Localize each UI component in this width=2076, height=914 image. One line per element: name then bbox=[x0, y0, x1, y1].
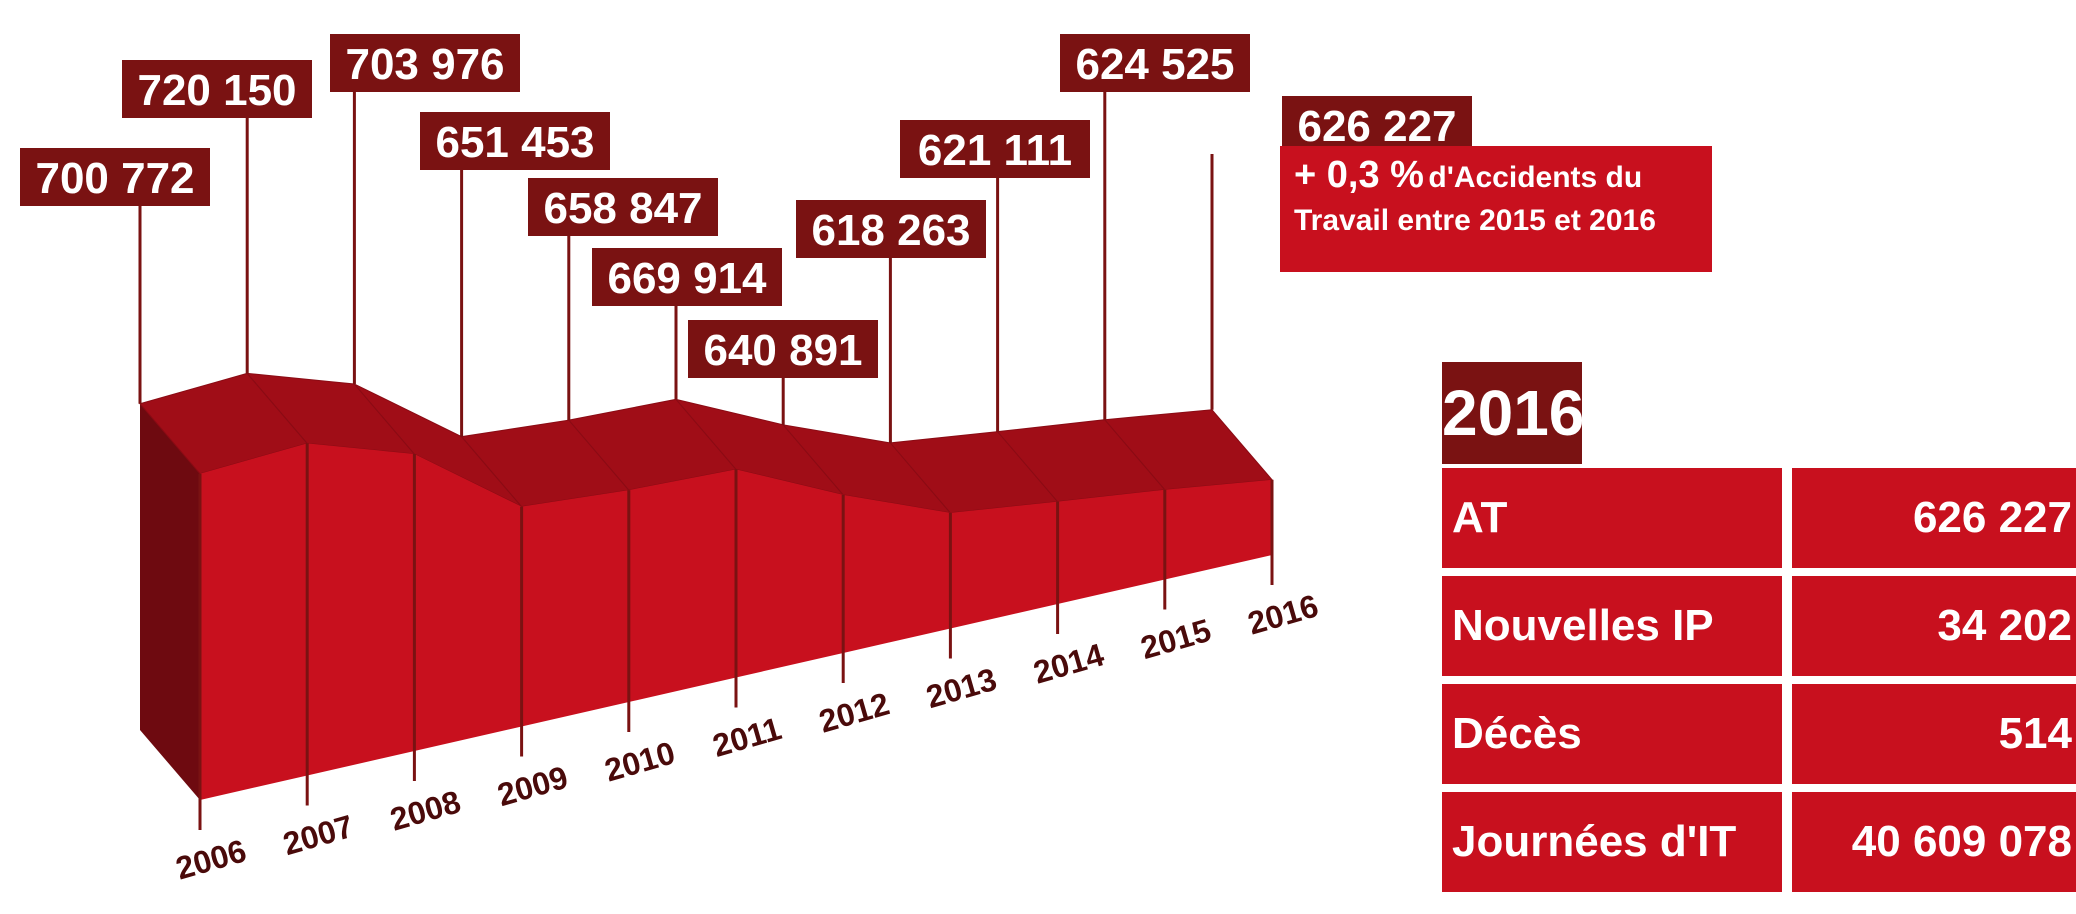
note-percent: + 0,3 % bbox=[1294, 154, 1424, 196]
label-stems bbox=[138, 92, 1214, 443]
value-label-box bbox=[420, 112, 610, 170]
stats-label: Nouvelles IP bbox=[1442, 576, 1782, 676]
x-tick-label: 2011 bbox=[709, 710, 786, 764]
area-top-segment bbox=[1103, 409, 1274, 491]
value-label-text: 621 111 bbox=[918, 126, 1072, 175]
note-text-line1: d'Accidents du bbox=[1428, 161, 1643, 194]
value-label-text: 669 914 bbox=[607, 254, 767, 303]
x-tick-label: 2010 bbox=[601, 734, 679, 788]
value-label: 658 847 bbox=[528, 178, 718, 236]
stats-row-ip: Nouvelles IP 34 202 bbox=[1442, 576, 2076, 676]
value-label-text: 624 525 bbox=[1075, 40, 1234, 89]
value-label: 624 525 bbox=[1060, 34, 1250, 92]
x-tick-label: 2006 bbox=[172, 832, 250, 886]
value-label: 703 976 bbox=[330, 34, 520, 92]
value-label-box bbox=[592, 248, 782, 306]
value-label: 720 150 bbox=[122, 60, 312, 118]
value-label-box bbox=[796, 200, 986, 258]
value-label-text: 720 150 bbox=[137, 66, 296, 115]
stats-value: 626 227 bbox=[1792, 468, 2076, 568]
stats-value: 514 bbox=[1792, 684, 2076, 784]
stats-label: Journées d'IT bbox=[1442, 792, 1782, 892]
value-label: 626 227 bbox=[1282, 96, 1472, 154]
x-tick-label: 2008 bbox=[386, 783, 464, 837]
value-label-text: 640 891 bbox=[703, 326, 862, 375]
value-label-box bbox=[122, 60, 312, 118]
stats-row-at: AT 626 227 bbox=[1442, 468, 2076, 568]
x-tick-label: 2016 bbox=[1244, 587, 1322, 641]
value-label: 621 111 bbox=[900, 120, 1090, 178]
value-label-text: 700 772 bbox=[35, 154, 194, 203]
area-side-face bbox=[140, 403, 200, 800]
value-label-text: 618 263 bbox=[811, 206, 970, 255]
x-tick-label: 2007 bbox=[279, 808, 357, 862]
change-note: + 0,3 % d'Accidents du Travail entre 201… bbox=[1280, 146, 1712, 272]
stats-row-deces: Décès 514 bbox=[1442, 684, 2076, 784]
panel-year: 2016 bbox=[1442, 362, 1584, 464]
value-label-box bbox=[1282, 96, 1472, 154]
value-label-box bbox=[528, 178, 718, 236]
stats-panel: 2016 AT 626 227 Nouvelles IP 34 202 Décè… bbox=[1442, 362, 2076, 914]
value-label: 618 263 bbox=[796, 200, 986, 258]
value-label-box bbox=[688, 320, 878, 378]
value-label: 640 891 bbox=[688, 320, 878, 378]
value-label: 669 914 bbox=[592, 248, 782, 306]
value-label: 651 453 bbox=[420, 112, 610, 170]
x-tick-label: 2013 bbox=[922, 661, 1000, 715]
value-label-text: 651 453 bbox=[435, 118, 594, 167]
area-body bbox=[139, 372, 1274, 830]
x-tick-label: 2014 bbox=[1029, 636, 1108, 690]
value-label-text: 626 227 bbox=[1297, 102, 1456, 151]
x-tick-label: 2012 bbox=[815, 685, 893, 739]
value-label-text: 658 847 bbox=[543, 184, 702, 233]
value-label-box bbox=[900, 120, 1090, 178]
stats-value: 40 609 078 bbox=[1792, 792, 2076, 892]
x-tick-label: 2015 bbox=[1137, 612, 1215, 666]
value-label: 700 772 bbox=[20, 148, 210, 206]
value-label-text: 703 976 bbox=[345, 40, 504, 89]
stats-label: AT bbox=[1442, 468, 1782, 568]
x-tick-label: 2009 bbox=[493, 759, 571, 813]
stats-value: 34 202 bbox=[1792, 576, 2076, 676]
stats-row-it: Journées d'IT 40 609 078 bbox=[1442, 792, 2076, 892]
note-text-line2: Travail entre 2015 et 2016 bbox=[1294, 204, 1656, 237]
stats-label: Décès bbox=[1442, 684, 1782, 784]
value-label-box bbox=[330, 34, 520, 92]
value-labels: 700 772 720 150 703 976 651 453 658 847 669 9… bbox=[20, 34, 1472, 378]
value-label-box bbox=[1060, 34, 1250, 92]
value-label-box bbox=[20, 148, 210, 206]
